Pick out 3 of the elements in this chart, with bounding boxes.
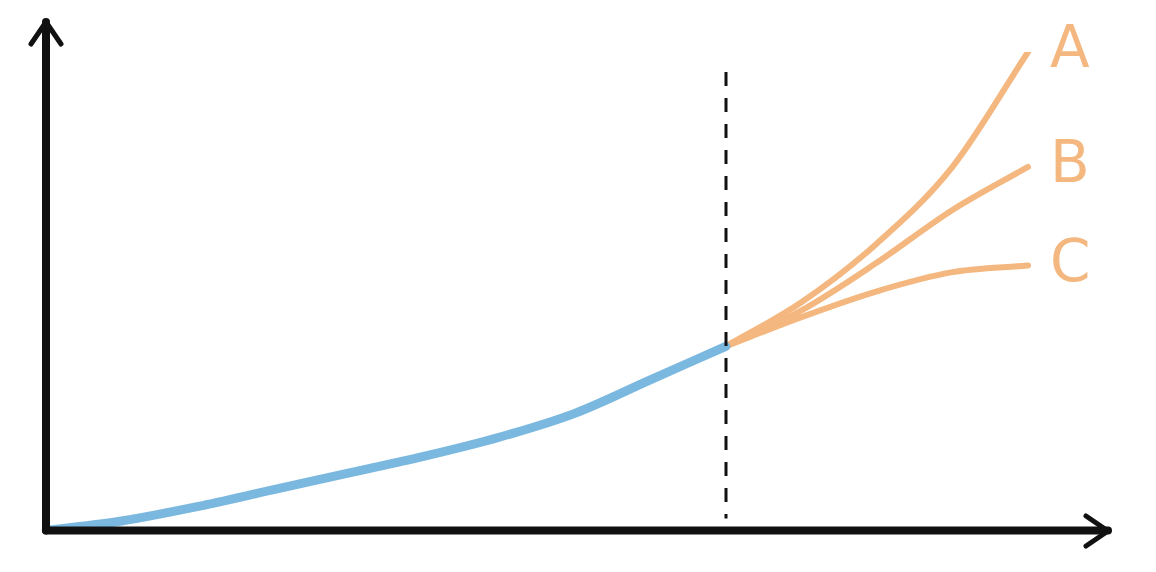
series-label: C xyxy=(1050,226,1091,295)
series-label: B xyxy=(1050,127,1090,196)
series-label: A xyxy=(1050,13,1090,82)
